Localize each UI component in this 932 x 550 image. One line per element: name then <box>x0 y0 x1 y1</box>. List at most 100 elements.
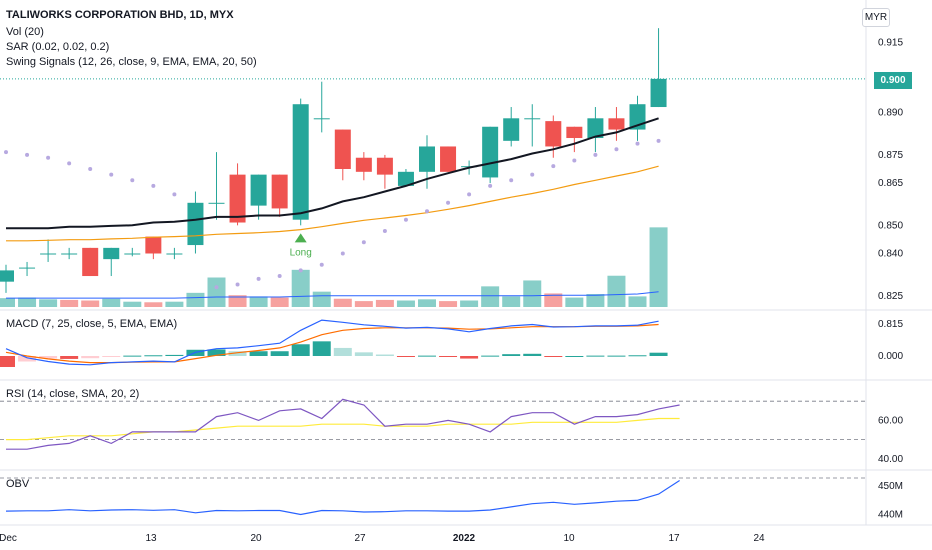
legend-obv: OBV <box>6 478 30 490</box>
volume-bar <box>481 286 500 307</box>
macd-histogram-bar <box>544 356 563 357</box>
volume-bar <box>502 296 521 307</box>
sar-dot <box>403 217 408 222</box>
volume-bar <box>102 298 121 307</box>
macd-histogram-bar <box>460 356 479 359</box>
time-axis-label: 24 <box>753 533 765 544</box>
macd-histogram-bar <box>291 344 310 356</box>
price-tick-label: 0.825 <box>878 291 903 302</box>
candle-body <box>229 174 246 223</box>
macd-histogram-bar <box>481 355 500 357</box>
candle-body <box>82 247 99 277</box>
sar-dot <box>172 192 177 197</box>
sar-dot <box>509 178 514 183</box>
macd-histogram-bar <box>418 355 436 357</box>
candle-body <box>608 118 625 130</box>
sar-dot <box>4 150 8 155</box>
long-signal-arrow <box>294 233 307 243</box>
sar-dot <box>235 282 240 287</box>
candle-body <box>587 118 604 139</box>
candle-body <box>124 253 141 255</box>
sar-dot <box>25 152 30 157</box>
volume-bar <box>144 302 163 307</box>
candle-body <box>187 202 204 246</box>
macd-histogram-bar <box>0 356 15 367</box>
volume-bar <box>165 301 184 307</box>
time-axis-label: 27 <box>354 533 366 544</box>
volume-bar <box>565 297 584 307</box>
volume-bar <box>123 301 142 307</box>
candle-body <box>19 267 36 269</box>
rsi-tick-label: 40.00 <box>878 454 903 465</box>
legend-sar: SAR (0.02, 0.02, 0.2) <box>6 41 110 53</box>
volume-bar <box>0 298 15 307</box>
sar-dot <box>46 155 51 160</box>
price-tick-label: 0.815 <box>878 319 903 330</box>
candle-body <box>292 104 309 220</box>
macd-histogram-bar <box>249 351 268 356</box>
macd-histogram-bar <box>607 355 626 357</box>
price-tick-label: 0.865 <box>878 178 903 189</box>
rsi-tick-label: 60.00 <box>878 415 903 426</box>
legend-swing-signals: Swing Signals (12, 26, close, 9, EMA, EM… <box>6 56 257 68</box>
sar-dot <box>214 285 219 290</box>
candle-body <box>397 171 414 186</box>
macd-histogram-bar <box>228 351 247 356</box>
volume-bar <box>18 297 37 307</box>
volume-bar <box>291 269 310 307</box>
volume-bar <box>81 300 100 307</box>
time-axis-label: 13 <box>145 533 157 544</box>
legend-macd: MACD (7, 25, close, 5, EMA, EMA) <box>6 318 178 330</box>
time-axis-label: 20 <box>250 533 262 544</box>
volume-bar <box>270 297 289 307</box>
currency-badge[interactable]: MYR <box>862 8 890 27</box>
sar-dot <box>67 161 72 166</box>
obv-line <box>5 479 680 516</box>
macd-histogram-bar <box>270 351 289 356</box>
price-tick-label: 0.915 <box>878 37 903 48</box>
candle-body <box>334 129 351 169</box>
candle-body <box>61 253 78 255</box>
volume-bar <box>186 292 205 307</box>
ema-fast-line <box>6 117 659 230</box>
obv-tick-label: 440M <box>878 510 903 521</box>
time-axis-label: 10 <box>563 533 575 544</box>
legend-rsi: RSI (14, close, SMA, 20, 2) <box>6 388 140 400</box>
macd-histogram-bar <box>628 355 647 357</box>
volume-bar <box>523 280 542 307</box>
sar-dot <box>151 183 156 188</box>
volume-bar <box>60 299 79 307</box>
legend-vol: Vol (20) <box>6 26 44 38</box>
macd-histogram-bar <box>439 356 458 357</box>
sar-dot <box>656 138 661 143</box>
sar-dot <box>446 200 451 205</box>
candle-body <box>545 121 562 147</box>
candle-body <box>145 236 162 254</box>
sar-dot <box>635 141 640 146</box>
candle-body <box>166 253 183 255</box>
chart-title: TALIWORKS CORPORATION BHD, 1D, MYX <box>6 9 234 21</box>
sar-dot <box>488 183 493 188</box>
volume-bar <box>544 293 563 307</box>
volume-bar <box>586 294 605 307</box>
sar-dot <box>361 240 366 245</box>
macd-histogram-bar <box>354 352 373 356</box>
rsi-line <box>6 398 680 450</box>
candle-body <box>419 146 435 172</box>
volume-ma-line <box>6 291 659 299</box>
volume-bar <box>628 296 647 307</box>
sar-dot <box>530 172 535 177</box>
macd-histogram-bar <box>60 356 79 359</box>
macd-histogram-bar <box>396 356 415 357</box>
candle-body <box>503 118 520 141</box>
sar-dot <box>551 164 556 169</box>
macd-histogram-bar <box>144 355 163 357</box>
sar-dot <box>425 209 429 214</box>
volume-bar <box>375 299 394 307</box>
macd-histogram-bar <box>39 356 58 359</box>
time-axis-label: 2022 <box>453 533 476 544</box>
long-signal-label: Long <box>290 247 312 258</box>
volume-bar <box>460 300 479 307</box>
price-tick-label: 0.840 <box>878 249 903 260</box>
